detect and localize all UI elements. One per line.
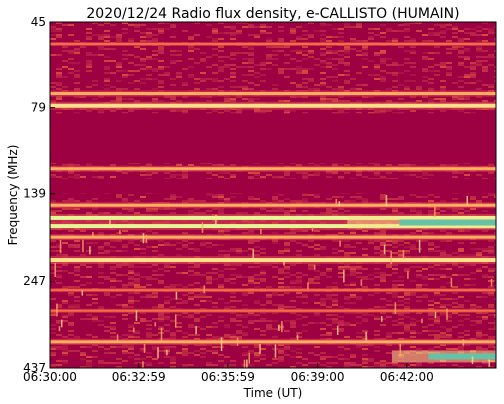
band-10 [50,258,496,263]
y-tick-label: 139 [23,187,46,201]
band-8 [50,224,496,229]
burst-14 [399,219,496,226]
band-2 [50,103,496,108]
interference-streaks [54,195,493,368]
y-tick-label: 437 [23,361,46,375]
plot-frame [49,21,497,369]
plot-area [50,22,496,368]
x-tick-label: 06:35:59 [201,370,255,384]
band-1 [50,92,496,96]
y-tick-label: 45 [31,15,46,29]
x-axis: 06:30:00 06:32:59 06:35:59 06:39:00 06:42:00 [23,363,434,384]
band-4 [50,167,496,171]
band-13 [50,340,496,344]
chart-title: 2020/12/24 Radio flux density, e-CALLIST… [86,6,459,22]
x-tick-label: 06:39:00 [291,370,345,384]
quiet-region-5 [50,178,496,194]
band-7 [50,215,496,220]
burst-15 [428,353,496,360]
band-12 [50,309,496,312]
x-tick-label: 06:32:59 [112,370,166,384]
band-9 [50,235,496,239]
band-11 [50,289,496,292]
y-axis: 45 79 139 247 437 [23,15,55,375]
y-tick-label: 79 [31,101,46,115]
band-6 [50,203,496,207]
x-tick-label: 06:42:00 [380,370,434,384]
quiet-region-3 [50,113,496,164]
y-tick-label: 247 [23,274,46,288]
band-0 [50,43,496,46]
x-axis-label: Time (UT) [243,386,303,400]
y-axis-label: Frequency (MHz) [6,145,20,246]
x-tick-label: 06:30:00 [23,370,77,384]
